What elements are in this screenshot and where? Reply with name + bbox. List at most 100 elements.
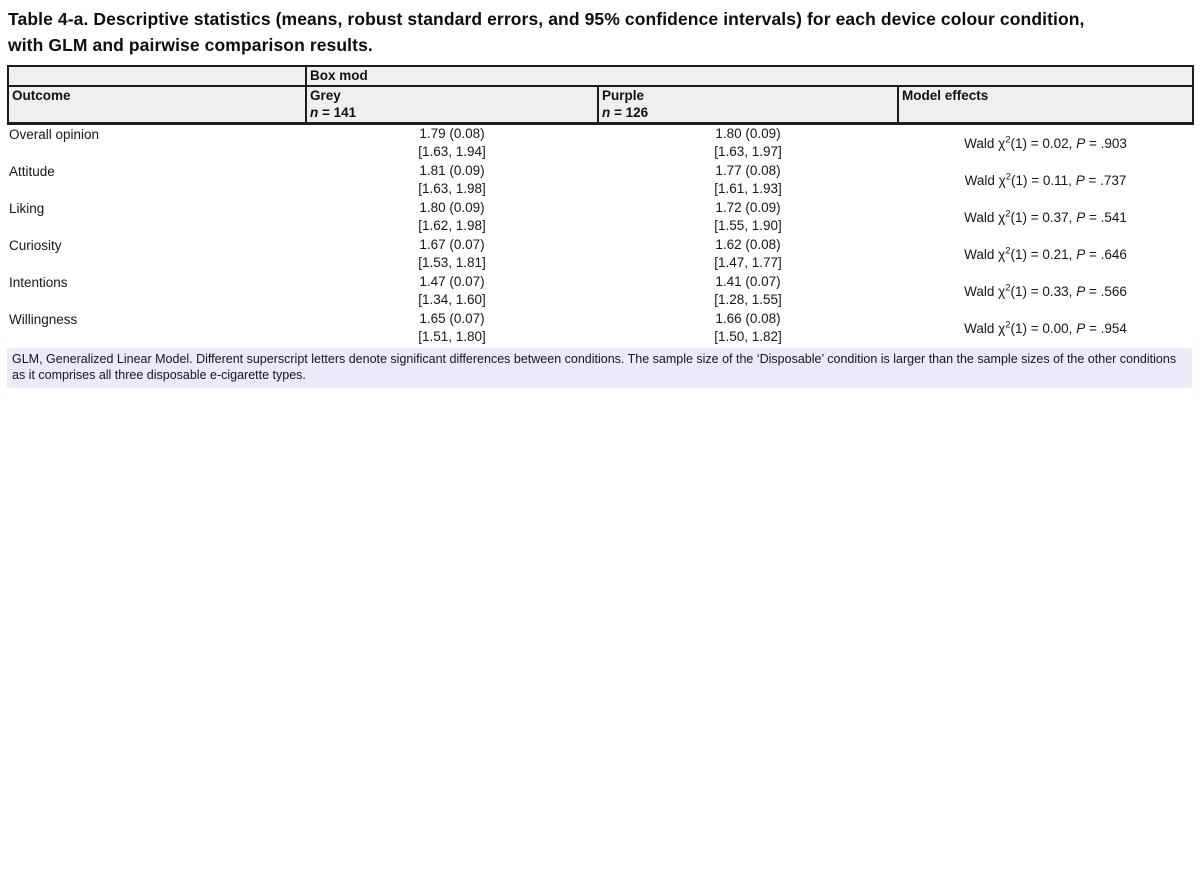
confidence-interval: [1.61, 1.93] bbox=[714, 181, 782, 196]
sample-size-grey: n = 141 bbox=[310, 104, 594, 121]
p-value: = .737 bbox=[1088, 172, 1127, 188]
model-effects-cell: Wald χ2(1) = 0.33, P = .566 bbox=[898, 273, 1193, 310]
wald-prefix: Wald χ bbox=[964, 246, 1006, 262]
mean-se: 1.62 (0.08) bbox=[715, 237, 781, 252]
sample-size-purple: n = 126 bbox=[602, 104, 894, 121]
mean-se: 1.72 (0.09) bbox=[715, 200, 781, 215]
n-symbol: n bbox=[602, 105, 611, 120]
purple-value-cell: 1.72 (0.09) [1.55, 1.90] bbox=[598, 199, 898, 236]
confidence-interval: [1.34, 1.60] bbox=[418, 292, 486, 307]
p-symbol: P bbox=[1076, 320, 1086, 336]
grey-value-cell: 1.65 (0.07) [1.51, 1.80] bbox=[306, 310, 598, 347]
table-caption: Table 4-a. Descriptive statistics (means… bbox=[8, 9, 1085, 55]
chi-statistic: (1) = 0.33, bbox=[1010, 283, 1073, 299]
model-effects-cell: Wald χ2(1) = 0.00, P = .954 bbox=[898, 310, 1193, 347]
outcome-label: Intentions bbox=[9, 275, 68, 290]
chi-superscript: 2 bbox=[1005, 319, 1011, 330]
p-symbol: P bbox=[1076, 209, 1086, 225]
model-effects-cell: Wald χ2(1) = 0.02, P = .903 bbox=[898, 124, 1193, 163]
n-value: = 141 bbox=[322, 105, 357, 120]
chi-superscript: 2 bbox=[1005, 208, 1011, 219]
table-header: Box mod Outcome Grey n = 141 Purple n = … bbox=[7, 65, 1194, 125]
p-value: = .903 bbox=[1088, 135, 1127, 151]
mean-se: 1.80 (0.09) bbox=[419, 200, 485, 215]
confidence-interval: [1.63, 1.98] bbox=[418, 181, 486, 196]
outcome-label: Attitude bbox=[9, 164, 55, 179]
p-symbol: P bbox=[1075, 172, 1085, 188]
table-footnote: GLM, Generalized Linear Model. Different… bbox=[7, 348, 1192, 388]
p-symbol: P bbox=[1076, 283, 1086, 299]
p-symbol: P bbox=[1076, 135, 1086, 151]
chi-statistic: (1) = 0.00, bbox=[1010, 320, 1073, 336]
grey-value-cell: 1.47 (0.07) [1.34, 1.60] bbox=[306, 273, 598, 310]
chi-statistic: (1) = 0.11, bbox=[1011, 172, 1072, 188]
column-header-outcome: Outcome bbox=[7, 85, 307, 125]
table-row: Willingness 1.65 (0.07) [1.51, 1.80] 1.6… bbox=[8, 310, 1193, 347]
model-effects-cell: Wald χ2(1) = 0.21, P = .646 bbox=[898, 236, 1193, 273]
p-value: = .541 bbox=[1088, 209, 1127, 225]
grey-value-cell: 1.67 (0.07) [1.53, 1.81] bbox=[306, 236, 598, 273]
grey-value-cell: 1.81 (0.09) [1.63, 1.98] bbox=[306, 162, 598, 199]
model-effects-cell: Wald χ2(1) = 0.11, P = .737 bbox=[898, 162, 1193, 199]
column-header-purple: Purple n = 126 bbox=[597, 85, 899, 125]
column-header-row: Outcome Grey n = 141 Purple n = 126 Mode… bbox=[7, 85, 1194, 125]
confidence-interval: [1.63, 1.94] bbox=[418, 144, 486, 159]
mean-se: 1.65 (0.07) bbox=[419, 311, 485, 326]
p-value: = .566 bbox=[1088, 283, 1127, 299]
wald-prefix: Wald χ bbox=[964, 135, 1006, 151]
paper-page: Table 4-a. Descriptive statistics (means… bbox=[0, 6, 1200, 872]
purple-value-cell: 1.62 (0.08) [1.47, 1.77] bbox=[598, 236, 898, 273]
grey-value-cell: 1.80 (0.09) [1.62, 1.98] bbox=[306, 199, 598, 236]
wald-prefix: Wald χ bbox=[964, 283, 1006, 299]
wald-prefix: Wald χ bbox=[964, 172, 1006, 188]
table-body: Overall opinion 1.79 (0.08) [1.63, 1.94]… bbox=[8, 124, 1193, 348]
chi-statistic: (1) = 0.37, bbox=[1010, 209, 1073, 225]
group-header-box-mod: Box mod bbox=[305, 65, 1194, 87]
confidence-interval: [1.53, 1.81] bbox=[418, 255, 486, 270]
mean-se: 1.41 (0.07) bbox=[715, 274, 781, 289]
column-name-grey: Grey bbox=[310, 88, 341, 103]
wald-prefix: Wald χ bbox=[964, 320, 1006, 336]
confidence-interval: [1.62, 1.98] bbox=[418, 218, 486, 233]
outcome-label: Curiosity bbox=[9, 238, 62, 253]
wald-prefix: Wald χ bbox=[964, 209, 1006, 225]
column-header-model-effects: Model effects bbox=[897, 85, 1194, 125]
column-name-purple: Purple bbox=[602, 88, 645, 103]
mean-se: 1.47 (0.07) bbox=[419, 274, 485, 289]
grey-value-cell: 1.79 (0.08) [1.63, 1.94] bbox=[306, 124, 598, 163]
confidence-interval: [1.28, 1.55] bbox=[714, 292, 782, 307]
mean-se: 1.81 (0.09) bbox=[419, 163, 485, 178]
outcome-label: Liking bbox=[9, 201, 45, 216]
mean-se: 1.79 (0.08) bbox=[419, 126, 485, 141]
table-row: Curiosity 1.67 (0.07) [1.53, 1.81] 1.62 … bbox=[8, 236, 1193, 273]
n-value: = 126 bbox=[614, 105, 649, 120]
chi-superscript: 2 bbox=[1005, 245, 1011, 256]
mean-se: 1.80 (0.09) bbox=[715, 126, 781, 141]
purple-value-cell: 1.66 (0.08) [1.50, 1.82] bbox=[598, 310, 898, 347]
column-header-grey: Grey n = 141 bbox=[305, 85, 599, 125]
p-symbol: P bbox=[1076, 246, 1086, 262]
mean-se: 1.67 (0.07) bbox=[419, 237, 485, 252]
group-header-row: Box mod bbox=[7, 65, 1194, 87]
confidence-interval: [1.55, 1.90] bbox=[714, 218, 782, 233]
model-effects-cell: Wald χ2(1) = 0.37, P = .541 bbox=[898, 199, 1193, 236]
mean-se: 1.66 (0.08) bbox=[715, 311, 781, 326]
p-value: = .646 bbox=[1088, 246, 1127, 262]
outcome-label: Overall opinion bbox=[9, 127, 100, 142]
chi-statistic: (1) = 0.02, bbox=[1010, 135, 1073, 151]
confidence-interval: [1.47, 1.77] bbox=[714, 255, 782, 270]
header-spacer-cell bbox=[7, 65, 307, 87]
chi-statistic: (1) = 0.21, bbox=[1010, 246, 1073, 262]
table-row: Attitude 1.81 (0.09) [1.63, 1.98] 1.77 (… bbox=[8, 162, 1193, 199]
outcome-label: Willingness bbox=[9, 312, 78, 327]
confidence-interval: [1.51, 1.80] bbox=[418, 329, 486, 344]
table-row: Intentions 1.47 (0.07) [1.34, 1.60] 1.41… bbox=[8, 273, 1193, 310]
mean-se: 1.77 (0.08) bbox=[715, 163, 781, 178]
n-symbol: n bbox=[310, 105, 319, 120]
confidence-interval: [1.50, 1.82] bbox=[714, 329, 782, 344]
chi-superscript: 2 bbox=[1005, 282, 1011, 293]
descriptive-statistics-table: Box mod Outcome Grey n = 141 Purple n = … bbox=[7, 65, 1194, 347]
p-value: = .954 bbox=[1088, 320, 1127, 336]
table-row: Overall opinion 1.79 (0.08) [1.63, 1.94]… bbox=[8, 124, 1193, 163]
table-row: Liking 1.80 (0.09) [1.62, 1.98] 1.72 (0.… bbox=[8, 199, 1193, 236]
